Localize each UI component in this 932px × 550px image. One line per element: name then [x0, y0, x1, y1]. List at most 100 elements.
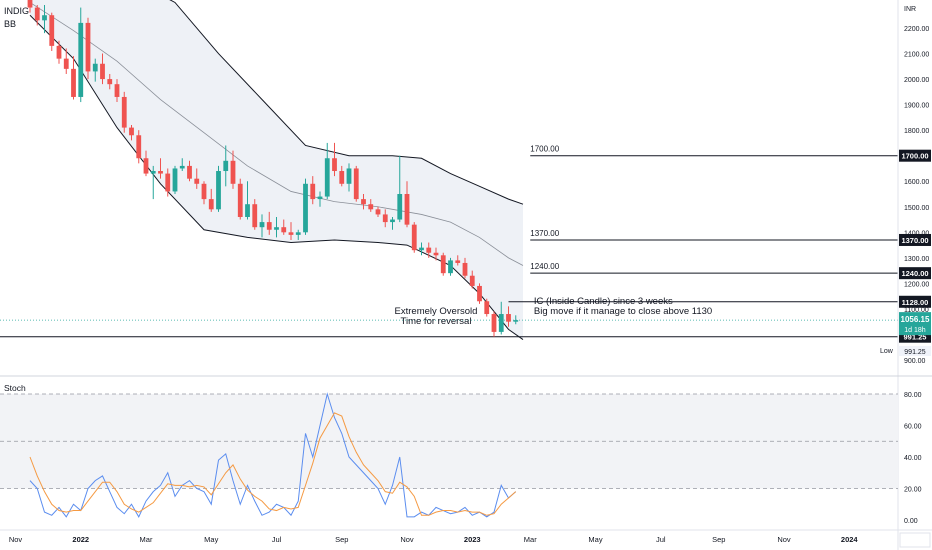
- candle-body: [63, 58, 69, 69]
- current-price-text: 1056.15: [901, 315, 930, 324]
- low-label: Low: [880, 348, 894, 355]
- candle-body: [165, 173, 171, 192]
- candle-body: [56, 45, 62, 59]
- time-tick-label: May: [204, 535, 218, 544]
- candle-body: [252, 204, 258, 228]
- candle-body: [426, 247, 432, 253]
- price-tick-label: 1300.00: [904, 256, 929, 263]
- level-price-tag: [899, 267, 931, 280]
- candle-body: [506, 314, 511, 322]
- candle-body: [85, 22, 91, 72]
- candle-body: [237, 183, 243, 217]
- candle-body: [121, 96, 127, 128]
- time-tick-label: Nov: [400, 535, 414, 544]
- candle-body: [411, 224, 417, 251]
- stoch-tick-label: 40.00: [904, 455, 922, 462]
- candle-body: [100, 63, 105, 80]
- stoch-tick-label: 20.00: [904, 487, 922, 494]
- time-tick-label: Nov: [777, 535, 791, 544]
- candle-body: [34, 7, 40, 21]
- level-price-tag-text: 1370.00: [901, 236, 928, 245]
- candle-body: [469, 275, 475, 286]
- candle-body: [477, 285, 482, 302]
- level-label: 1700.00: [530, 145, 559, 154]
- candle-body: [42, 15, 47, 21]
- stoch-title: Stoch: [4, 383, 26, 393]
- candle-body: [353, 168, 359, 200]
- candle-body: [114, 84, 120, 97]
- low-value: 991.25: [904, 349, 926, 356]
- candle-body: [129, 127, 134, 136]
- candle-body: [295, 232, 301, 235]
- candle-body: [259, 222, 265, 228]
- candle-body: [317, 196, 323, 200]
- candle-body: [274, 227, 279, 230]
- bollinger-lower-line: [29, 14, 524, 340]
- candle-body: [419, 247, 424, 251]
- price-tick-label: 1800.00: [904, 128, 929, 135]
- price-tick-label: 1600.00: [904, 179, 929, 186]
- candle-body: [92, 63, 98, 72]
- candle-body: [179, 165, 185, 169]
- candle-body: [230, 160, 236, 184]
- annotation-text: Extremely Oversold: [395, 306, 478, 317]
- candle-body: [440, 255, 446, 274]
- price-tick-label: 1200.00: [904, 281, 929, 288]
- indicator-label-bb: BB: [4, 19, 17, 29]
- price-tick-label: 900.00: [904, 358, 926, 365]
- candle-body: [339, 171, 345, 184]
- candle-body: [150, 171, 156, 174]
- time-tick-label: Mar: [524, 535, 537, 544]
- stoch-d-line: [29, 412, 517, 516]
- candle-body: [462, 262, 468, 276]
- candle-body: [187, 165, 192, 179]
- current-price-tag: [899, 312, 931, 336]
- price-tick-label: 1400.00: [904, 230, 929, 237]
- price-tick-label: 2000.00: [904, 77, 929, 84]
- candle-body: [361, 199, 366, 205]
- candle-body: [194, 178, 200, 184]
- candle-body: [397, 194, 403, 220]
- candle-body: [136, 135, 142, 159]
- candle-body: [310, 183, 316, 200]
- time-tick-label: May: [588, 535, 602, 544]
- level-label: 1370.00: [530, 229, 559, 238]
- time-tick-label: Mar: [140, 535, 153, 544]
- candle-body: [27, 0, 33, 8]
- candle-body: [281, 227, 287, 233]
- candle-body: [172, 168, 178, 192]
- price-tick-label: 2200.00: [904, 26, 929, 33]
- candle-body: [288, 232, 294, 235]
- candle-body: [390, 219, 395, 223]
- axis-corner-box[interactable]: [899, 532, 931, 548]
- time-tick-label: Nov: [9, 535, 23, 544]
- level-price-tag-text: 1700.00: [901, 152, 928, 161]
- candle-body: [201, 183, 207, 200]
- stoch-tick-label: 80.00: [904, 392, 922, 399]
- price-tick-label: 1100.00: [904, 307, 929, 314]
- candle-body: [368, 204, 374, 210]
- annotation-text: Big move if it manage to close above 113…: [534, 306, 712, 317]
- candle-body: [491, 314, 497, 332]
- low-value-box: [899, 346, 931, 356]
- candle-body: [404, 194, 410, 225]
- candle-body: [208, 199, 214, 210]
- level-price-tag-text: 991.25: [904, 333, 927, 342]
- stoch-tick-label: 60.00: [904, 424, 922, 431]
- price-tick-label: 2100.00: [904, 52, 929, 59]
- candle-body: [266, 222, 272, 230]
- candle-body: [382, 214, 388, 223]
- price-tick-label: 1500.00: [904, 205, 929, 212]
- level-price-tag-text: 1240.00: [901, 269, 928, 278]
- candle-body: [324, 158, 330, 197]
- annotation-text: IC (Inside Candle) since 3 weeks: [534, 296, 673, 307]
- stoch-tick-label: 0.00: [904, 518, 918, 525]
- candle-body: [223, 160, 229, 172]
- level-price-tag: [899, 149, 931, 162]
- candle-body: [332, 158, 337, 172]
- time-tick-label: 2024: [841, 535, 859, 544]
- candle-body: [303, 183, 308, 233]
- time-tick-label: Jul: [656, 535, 666, 544]
- level-price-tag-text: 1128.00: [902, 298, 929, 307]
